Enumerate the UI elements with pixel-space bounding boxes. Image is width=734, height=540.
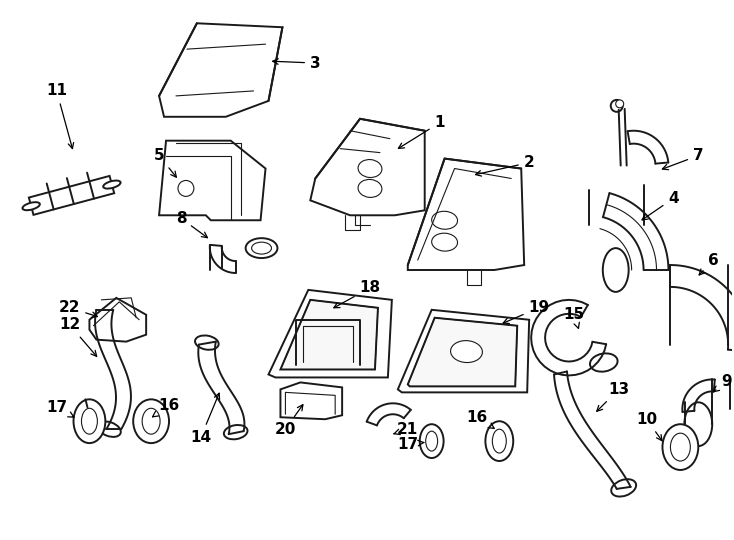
- Polygon shape: [408, 159, 524, 270]
- Polygon shape: [280, 300, 378, 369]
- Text: 11: 11: [46, 83, 73, 148]
- Polygon shape: [159, 23, 283, 117]
- Ellipse shape: [23, 202, 40, 210]
- Polygon shape: [159, 140, 266, 220]
- Ellipse shape: [493, 429, 506, 453]
- Text: 7: 7: [662, 148, 704, 170]
- Ellipse shape: [451, 341, 482, 362]
- Ellipse shape: [103, 180, 120, 188]
- Ellipse shape: [81, 408, 98, 434]
- Text: 20: 20: [275, 404, 303, 437]
- Ellipse shape: [358, 179, 382, 198]
- Ellipse shape: [358, 159, 382, 178]
- Ellipse shape: [252, 242, 272, 254]
- Polygon shape: [280, 382, 342, 419]
- Ellipse shape: [432, 233, 457, 251]
- Polygon shape: [29, 176, 115, 215]
- Text: 13: 13: [597, 382, 629, 411]
- Text: 19: 19: [504, 300, 550, 323]
- Ellipse shape: [616, 100, 624, 108]
- Ellipse shape: [178, 180, 194, 197]
- Text: 18: 18: [334, 280, 380, 308]
- Ellipse shape: [611, 479, 636, 497]
- Text: 15: 15: [564, 307, 584, 328]
- Text: 16: 16: [467, 410, 494, 428]
- Text: 16: 16: [153, 398, 180, 417]
- Ellipse shape: [603, 248, 628, 292]
- Polygon shape: [398, 310, 529, 393]
- Ellipse shape: [485, 421, 513, 461]
- Text: 5: 5: [153, 148, 176, 177]
- Polygon shape: [90, 298, 146, 342]
- Ellipse shape: [663, 424, 698, 470]
- Ellipse shape: [670, 433, 691, 461]
- Text: 17: 17: [397, 437, 424, 451]
- Text: 17: 17: [46, 400, 74, 417]
- Ellipse shape: [590, 353, 617, 372]
- Text: 2: 2: [476, 155, 534, 176]
- Ellipse shape: [611, 100, 622, 112]
- Polygon shape: [269, 290, 392, 377]
- Ellipse shape: [684, 402, 712, 446]
- Text: 10: 10: [636, 411, 662, 441]
- Text: 1: 1: [399, 115, 445, 148]
- Ellipse shape: [426, 431, 437, 451]
- Text: 6: 6: [700, 253, 719, 275]
- Text: 4: 4: [642, 191, 679, 220]
- Polygon shape: [408, 318, 517, 387]
- Text: 9: 9: [713, 374, 732, 391]
- Text: 14: 14: [190, 393, 219, 444]
- Ellipse shape: [133, 400, 169, 443]
- Ellipse shape: [73, 400, 106, 443]
- Polygon shape: [310, 119, 425, 215]
- Ellipse shape: [224, 425, 247, 440]
- Ellipse shape: [98, 421, 121, 437]
- Ellipse shape: [420, 424, 443, 458]
- Ellipse shape: [142, 408, 160, 434]
- Ellipse shape: [432, 211, 457, 229]
- Text: 12: 12: [59, 317, 97, 356]
- Text: 8: 8: [175, 211, 208, 238]
- Text: 3: 3: [272, 56, 321, 71]
- Text: 21: 21: [394, 422, 418, 437]
- Text: 22: 22: [59, 300, 98, 318]
- Ellipse shape: [246, 238, 277, 258]
- Ellipse shape: [195, 335, 219, 350]
